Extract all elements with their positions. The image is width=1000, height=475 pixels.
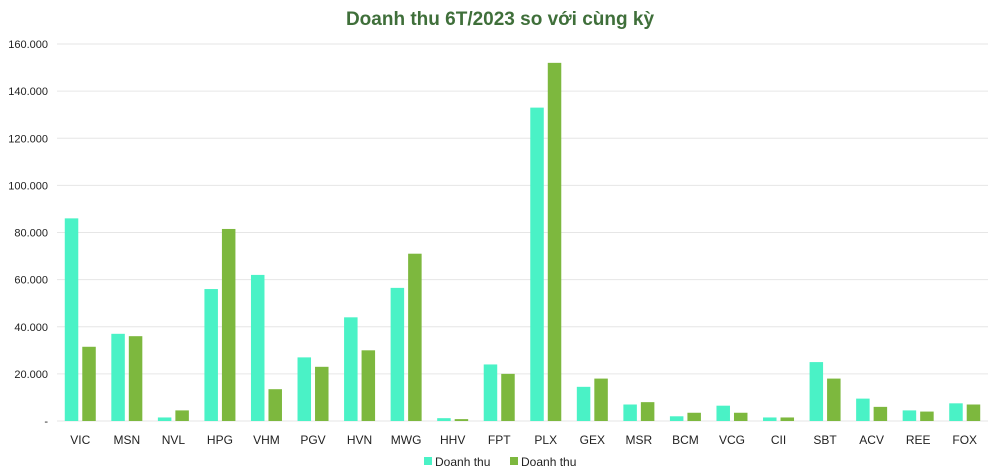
y-tick-label: 160.000 (8, 39, 48, 51)
bar-bcm-series-1 (669, 416, 684, 421)
y-tick-label: 140.000 (8, 86, 48, 98)
bar-gex-series-2 (594, 378, 608, 421)
x-tick-label: FOX (952, 433, 977, 447)
bar-hvn-series-1 (344, 317, 358, 421)
legend-swatch (424, 457, 432, 465)
y-tick-label: 120.000 (8, 133, 48, 145)
bar-vic-series-1 (64, 218, 79, 421)
legend: Doanh thu Doanh thu (424, 455, 576, 469)
bar-vic-series-2 (82, 346, 96, 421)
x-tick-label: SBT (813, 433, 837, 447)
legend-label: Doanh thu (521, 455, 576, 469)
bar-fpt-series-2 (501, 373, 515, 421)
bar-hhv-series-2 (454, 419, 469, 421)
bar-msn-series-1 (111, 333, 125, 421)
bar-fox-series-1 (949, 403, 963, 421)
y-tick-label: 100.000 (8, 180, 48, 192)
bar-msn-series-2 (128, 336, 143, 421)
x-tick-label: MSN (113, 433, 140, 447)
bar-bcm-series-2 (687, 412, 701, 421)
bar-plx-series-2 (547, 62, 562, 421)
bar-cii-series-1 (763, 417, 777, 421)
x-tick-label: FPT (488, 433, 511, 447)
bar-sbt-series-2 (827, 378, 841, 421)
bar-hpg-series-1 (204, 289, 218, 421)
bar-ree-series-2 (920, 411, 934, 421)
bar-plx-series-1 (530, 107, 544, 422)
bar-pgv-series-2 (315, 366, 329, 421)
bar-fpt-series-1 (483, 364, 498, 421)
bar-acv-series-1 (856, 398, 870, 421)
x-tick-label: VCG (719, 433, 745, 447)
bar-sbt-series-1 (809, 362, 824, 421)
x-tick-label: NVL (162, 433, 186, 447)
bar-mwg-series-1 (390, 287, 405, 421)
bar-fox-series-2 (966, 404, 981, 421)
y-tick-label: 60.000 (14, 275, 48, 287)
x-tick-label: MWG (391, 433, 422, 447)
x-axis-ticks: VIC MSN NVL HPG VHM PGV HVN MWG HHV FPT PLX GEX MSR B… (70, 433, 977, 447)
x-tick-label: ACV (859, 433, 884, 447)
bar-vhm-series-2 (268, 389, 282, 421)
bar-hvn-series-2 (361, 350, 376, 421)
x-tick-label: GEX (580, 433, 605, 447)
x-tick-label: MSR (626, 433, 653, 447)
y-tick-label: 80.000 (14, 228, 48, 240)
bar-nvl-series-2 (175, 410, 189, 421)
bar-hpg-series-2 (221, 228, 236, 421)
bar-vhm-series-1 (250, 274, 265, 421)
gridlines (57, 43, 988, 422)
y-tick-label: 40.000 (14, 322, 48, 334)
y-tick-label: - (44, 416, 48, 428)
bar-msr-series-1 (623, 404, 637, 421)
bars (64, 62, 981, 422)
x-tick-label: VHM (253, 433, 280, 447)
bar-ree-series-1 (902, 410, 917, 421)
y-tick-label: 20.000 (14, 369, 48, 381)
y-axis-ticks: - 20.000 40.000 60.000 80.000 100.000 120.000 1… (8, 39, 48, 428)
bar-pgv-series-1 (297, 357, 312, 421)
bar-mwg-series-2 (408, 253, 422, 421)
x-tick-label: PGV (300, 433, 325, 447)
chart-title: Doanh thu 6T/2023 so với cùng kỳ (346, 9, 655, 30)
bar-gex-series-1 (576, 386, 591, 421)
bar-nvl-series-1 (157, 417, 172, 421)
x-tick-label: VIC (70, 433, 90, 447)
x-tick-label: CII (771, 433, 786, 447)
bar-acv-series-2 (873, 406, 888, 421)
bar-msr-series-2 (640, 402, 655, 421)
bar-cii-series-2 (780, 417, 795, 421)
bar-vcg-series-1 (716, 405, 730, 421)
bar-hhv-series-1 (437, 418, 451, 421)
x-tick-label: HPG (207, 433, 233, 447)
x-tick-label: HHV (440, 433, 465, 447)
legend-label: Doanh thu (435, 455, 490, 469)
x-tick-label: HVN (347, 433, 372, 447)
x-tick-label: PLX (534, 433, 557, 447)
legend-swatch (510, 457, 518, 465)
x-tick-label: REE (906, 433, 931, 447)
bar-vcg-series-2 (733, 412, 748, 421)
x-tick-label: BCM (672, 433, 699, 447)
